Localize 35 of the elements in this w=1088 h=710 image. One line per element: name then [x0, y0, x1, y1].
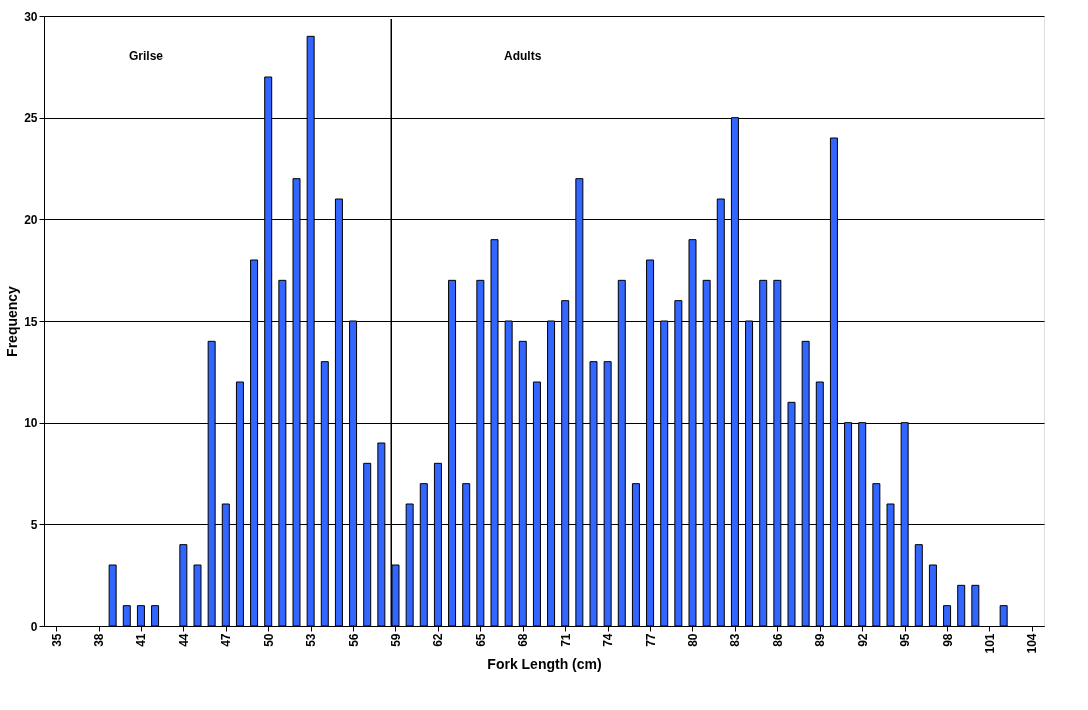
x-tick-label: 35 — [49, 633, 64, 647]
x-tick-label: 83 — [728, 633, 743, 647]
x-tick-label: 98 — [940, 633, 955, 647]
y-tick-label: 5 — [30, 517, 38, 532]
x-tick-label: 65 — [473, 633, 488, 647]
x-tick-label: 44 — [176, 633, 191, 647]
x-tick-label: 95 — [898, 633, 913, 647]
x-tick-label: 47 — [219, 633, 234, 647]
x-tick-label: 101 — [983, 633, 997, 654]
x-tick-label: 77 — [643, 633, 658, 647]
x-tick-label: 104 — [1025, 633, 1040, 654]
x-tick-label: 53 — [304, 633, 319, 647]
annotation: Adults — [504, 49, 542, 63]
x-tick-label: 92 — [855, 633, 870, 647]
x-tick-label: 59 — [389, 633, 403, 647]
x-tick-label: 80 — [686, 633, 700, 647]
x-tick-label: 86 — [770, 633, 785, 647]
x-axis-title: Fork Length (cm) — [487, 655, 602, 672]
x-tick-label: 56 — [346, 633, 361, 647]
x-tick-label: 50 — [261, 633, 276, 647]
y-tick-label: 0 — [30, 619, 38, 634]
y-axis-title: Frequency — [4, 285, 21, 357]
y-tick-label: 10 — [24, 416, 38, 431]
annotation: Grilse — [129, 49, 164, 63]
x-tick-label: 89 — [813, 633, 828, 647]
y-tick-label: 20 — [24, 212, 38, 227]
x-tick-label: 74 — [601, 633, 616, 647]
y-tick-label: 30 — [24, 9, 38, 24]
x-tick-label: 38 — [92, 633, 106, 647]
y-tick-label: 25 — [24, 111, 38, 126]
x-tick-label: 41 — [134, 633, 149, 647]
x-tick-label: 71 — [558, 633, 573, 647]
x-tick-label: 62 — [431, 633, 446, 647]
x-tick-label: 68 — [516, 633, 531, 647]
y-tick-label: 15 — [24, 314, 38, 329]
